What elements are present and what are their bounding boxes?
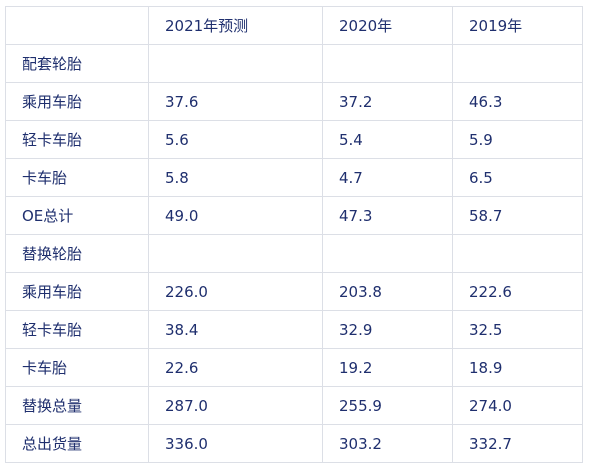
cell-2020: 37.2 xyxy=(322,82,453,121)
cell-2021: 336.0 xyxy=(148,424,323,463)
table-row: 配套轮胎 xyxy=(5,44,583,83)
cell-2019: 6.5 xyxy=(452,158,583,197)
cell-2021: 38.4 xyxy=(148,310,323,349)
table-row: OE总计 49.0 47.3 58.7 xyxy=(5,196,583,235)
table-row: 总出货量 336.0 303.2 332.7 xyxy=(5,424,583,463)
cell-2019: 32.5 xyxy=(452,310,583,349)
cell-2021: 49.0 xyxy=(148,196,323,235)
cell-2021: 5.8 xyxy=(148,158,323,197)
cell-2021: 226.0 xyxy=(148,272,323,311)
row-label: 卡车胎 xyxy=(5,158,149,197)
header-cell-2021: 2021年预测 xyxy=(148,6,323,45)
table-row: 轻卡车胎 5.6 5.4 5.9 xyxy=(5,120,583,159)
cell-2019: 5.9 xyxy=(452,120,583,159)
row-label: 总出货量 xyxy=(5,424,149,463)
cell-2021: 5.6 xyxy=(148,120,323,159)
cell-2020 xyxy=(322,234,453,273)
cell-2021: 287.0 xyxy=(148,386,323,425)
cell-2020: 255.9 xyxy=(322,386,453,425)
cell-2020: 47.3 xyxy=(322,196,453,235)
row-label: 乘用车胎 xyxy=(5,272,149,311)
cell-2021 xyxy=(148,44,323,83)
table-row: 卡车胎 5.8 4.7 6.5 xyxy=(5,158,583,197)
cell-2021: 37.6 xyxy=(148,82,323,121)
table-row: 轻卡车胎 38.4 32.9 32.5 xyxy=(5,310,583,349)
cell-2019: 18.9 xyxy=(452,348,583,387)
table-header: 2021年预测 2020年 2019年 xyxy=(5,6,583,45)
cell-2019: 274.0 xyxy=(452,386,583,425)
cell-2019: 222.6 xyxy=(452,272,583,311)
cell-2020: 32.9 xyxy=(322,310,453,349)
cell-2019: 46.3 xyxy=(452,82,583,121)
cell-2020: 4.7 xyxy=(322,158,453,197)
table-body: 配套轮胎 乘用车胎 37.6 37.2 46.3 轻卡车胎 5.6 5.4 5.… xyxy=(5,44,583,463)
cell-2019 xyxy=(452,44,583,83)
cell-2019: 332.7 xyxy=(452,424,583,463)
table-row: 卡车胎 22.6 19.2 18.9 xyxy=(5,348,583,387)
header-row: 2021年预测 2020年 2019年 xyxy=(5,6,583,45)
row-label: 乘用车胎 xyxy=(5,82,149,121)
table-row: 替换轮胎 xyxy=(5,234,583,273)
cell-2019 xyxy=(452,234,583,273)
table-row: 乘用车胎 37.6 37.2 46.3 xyxy=(5,82,583,121)
row-label: 配套轮胎 xyxy=(5,44,149,83)
cell-2020: 5.4 xyxy=(322,120,453,159)
row-label: 轻卡车胎 xyxy=(5,310,149,349)
cell-2021 xyxy=(148,234,323,273)
table-row: 替换总量 287.0 255.9 274.0 xyxy=(5,386,583,425)
header-cell-2020: 2020年 xyxy=(322,6,453,45)
header-cell-category xyxy=(5,6,149,45)
cell-2019: 58.7 xyxy=(452,196,583,235)
cell-2020: 303.2 xyxy=(322,424,453,463)
header-cell-2019: 2019年 xyxy=(452,6,583,45)
cell-2021: 22.6 xyxy=(148,348,323,387)
tire-shipment-table: 2021年预测 2020年 2019年 配套轮胎 乘用车胎 37.6 37.2 … xyxy=(5,6,583,463)
row-label: OE总计 xyxy=(5,196,149,235)
cell-2020 xyxy=(322,44,453,83)
cell-2020: 19.2 xyxy=(322,348,453,387)
row-label: 替换总量 xyxy=(5,386,149,425)
cell-2020: 203.8 xyxy=(322,272,453,311)
row-label: 替换轮胎 xyxy=(5,234,149,273)
row-label: 轻卡车胎 xyxy=(5,120,149,159)
table-row: 乘用车胎 226.0 203.8 222.6 xyxy=(5,272,583,311)
row-label: 卡车胎 xyxy=(5,348,149,387)
